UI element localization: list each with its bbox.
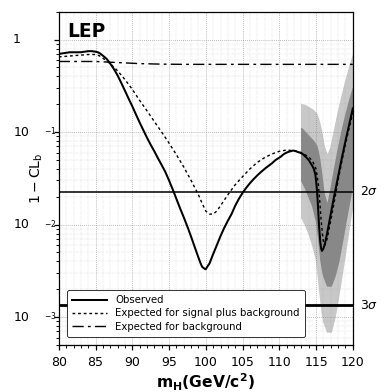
Text: 10: 10 — [14, 125, 29, 139]
Text: 10: 10 — [14, 218, 29, 231]
Y-axis label: $\mathrm{1-CL_b}$: $\mathrm{1-CL_b}$ — [28, 152, 45, 204]
Text: LEP: LEP — [67, 22, 106, 41]
Text: 10: 10 — [14, 310, 29, 324]
Text: 1: 1 — [13, 33, 20, 46]
Legend: Observed, Expected for signal plus background, Expected for background: Observed, Expected for signal plus backg… — [67, 290, 305, 337]
Text: $3\sigma$: $3\sigma$ — [360, 299, 379, 312]
Text: $2\sigma$: $2\sigma$ — [360, 185, 379, 198]
Text: $^{-2}$: $^{-2}$ — [44, 220, 56, 230]
Text: $^{-3}$: $^{-3}$ — [44, 312, 57, 322]
Text: $^{-1}$: $^{-1}$ — [44, 127, 57, 137]
X-axis label: $\mathbf{m_H(GeV/c^2)}$: $\mathbf{m_H(GeV/c^2)}$ — [156, 372, 255, 392]
